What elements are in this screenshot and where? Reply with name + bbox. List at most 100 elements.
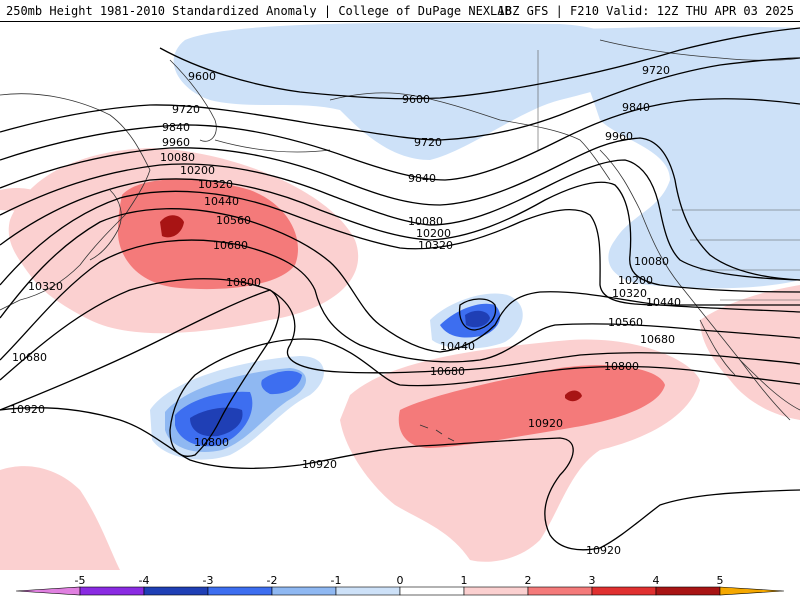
coast-aleutians xyxy=(214,139,331,153)
contour-label: 10680 xyxy=(213,239,248,252)
contour-label: 9960 xyxy=(605,130,633,143)
colorbar-tick-label: 5 xyxy=(717,574,724,587)
contour-10800 xyxy=(0,289,800,457)
colorbar-tick-label: 3 xyxy=(589,574,596,587)
anomaly-neg-pac-east-3 xyxy=(465,310,490,328)
colorbar-segment xyxy=(655,586,721,596)
colorbar-segment xyxy=(15,586,81,596)
coast-asia xyxy=(0,93,151,311)
colorbar-tick-label: -1 xyxy=(331,574,342,587)
contour-10680 xyxy=(0,278,800,381)
contour-9960 xyxy=(0,137,800,281)
anomaly-neg-pac-west-2b xyxy=(261,370,302,395)
anomaly-pos-japan-2 xyxy=(118,179,298,290)
colorbar-segment xyxy=(463,586,529,596)
contour-label: 10920 xyxy=(528,417,563,430)
borders xyxy=(537,50,800,301)
anomaly-pos-subtrop-2 xyxy=(398,365,665,448)
coast-kamchatka xyxy=(169,59,217,142)
contour-9720 xyxy=(0,57,800,141)
colorbar-tick-label: 0 xyxy=(397,574,404,587)
contour-label-layer: 9600 9600 9720 9720 9720 9840 9840 9840 … xyxy=(10,64,681,557)
contour-9600 xyxy=(159,27,800,100)
contour-label: 10200 xyxy=(416,227,451,240)
contour-9840 xyxy=(0,98,800,181)
contour-10440 xyxy=(0,208,800,353)
colorbar-segment xyxy=(271,586,337,596)
contour-label: 10680 xyxy=(12,351,47,364)
contour-10200 xyxy=(0,178,800,293)
contour-label: 10080 xyxy=(408,215,443,228)
contour-label: 10680 xyxy=(640,333,675,346)
colorbar-segment xyxy=(591,586,657,596)
contour-label: 10200 xyxy=(618,274,653,287)
anomaly-map: 9600 9600 9720 9720 9720 9840 9840 9840 … xyxy=(0,22,800,570)
height-contours xyxy=(0,27,800,551)
contour-label: 10200 xyxy=(180,164,215,177)
anomaly-pos-sw-pacific xyxy=(0,466,120,570)
colorbar-tick-layer: -5 -4 -3 -2 -1 0 1 2 3 4 5 xyxy=(75,574,724,587)
contour-label: 9600 xyxy=(188,70,216,83)
coast-alaska xyxy=(329,92,611,181)
coast-baja xyxy=(699,319,736,376)
contour-label: 10080 xyxy=(634,255,669,268)
colorbar-tick-label: -3 xyxy=(203,574,214,587)
coast-hawaii xyxy=(419,424,455,442)
colorbar-tick-label: 4 xyxy=(653,574,660,587)
border-states xyxy=(690,239,800,301)
contour-label: 9840 xyxy=(162,121,190,134)
contour-label: 10800 xyxy=(604,360,639,373)
colorbar-segment xyxy=(335,586,401,596)
anomaly-pos-japan-1b xyxy=(0,187,50,211)
contour-label: 9720 xyxy=(172,103,200,116)
colorbar-tick-label: -4 xyxy=(139,574,150,587)
contour-label: 10320 xyxy=(418,239,453,252)
anomaly-pos-subtrop-4 xyxy=(565,390,582,402)
colorbar-segment xyxy=(399,586,465,596)
colorbar-tick-label: 2 xyxy=(525,574,532,587)
contour-10320 xyxy=(0,190,800,306)
contour-label: 10560 xyxy=(608,316,643,329)
colorbar-bar xyxy=(15,586,785,596)
contour-label: 9720 xyxy=(414,136,442,149)
contour-10080 xyxy=(0,159,800,281)
contour-label: 9600 xyxy=(402,93,430,106)
colorbar-segment xyxy=(143,586,209,596)
contour-label: 10440 xyxy=(646,296,681,309)
contour-label: 9720 xyxy=(642,64,670,77)
contour-low-east xyxy=(458,298,497,331)
contour-label: 10440 xyxy=(440,340,475,353)
contour-label: 10800 xyxy=(194,436,229,449)
colorbar-tick-label: -5 xyxy=(75,574,86,587)
colorbar-segment xyxy=(719,586,785,596)
contour-label: 10320 xyxy=(28,280,63,293)
colorbar-tick-label: -2 xyxy=(267,574,278,587)
contour-label: 10800 xyxy=(226,276,261,289)
contour-label: 10680 xyxy=(430,365,465,378)
colorbar-segment xyxy=(207,586,273,596)
colorbar-segment xyxy=(527,586,593,596)
coastlines xyxy=(0,39,800,442)
contour-10560 xyxy=(0,239,800,363)
contour-label: 10920 xyxy=(586,544,621,557)
colorbar-segment xyxy=(79,586,145,596)
contour-label: 10920 xyxy=(10,403,45,416)
coast-mexico xyxy=(739,359,800,411)
contour-label: 10560 xyxy=(216,214,251,227)
valid-time: 18Z GFS | F210 Valid: 12Z THU APR 03 202… xyxy=(497,4,794,18)
anomaly-neg-pac-west-3 xyxy=(190,407,243,437)
coast-na-west xyxy=(599,149,791,421)
anomaly-neg-alaska xyxy=(173,22,650,161)
contour-label: 10320 xyxy=(198,178,233,191)
contour-label: 10920 xyxy=(302,458,337,471)
colorbar: -5 -4 -3 -2 -1 0 1 2 3 4 5 xyxy=(0,570,800,600)
product-title: 250mb Height 1981-2010 Standardized Anom… xyxy=(6,4,512,18)
contour-label: 9960 xyxy=(162,136,190,149)
contour-label: 10320 xyxy=(612,287,647,300)
header-bar: 250mb Height 1981-2010 Standardized Anom… xyxy=(0,0,800,22)
contour-label: 10440 xyxy=(204,195,239,208)
colorbar-tick-label: 1 xyxy=(461,574,468,587)
contour-label: 9840 xyxy=(622,101,650,114)
coast-canada-arctic xyxy=(599,39,800,61)
